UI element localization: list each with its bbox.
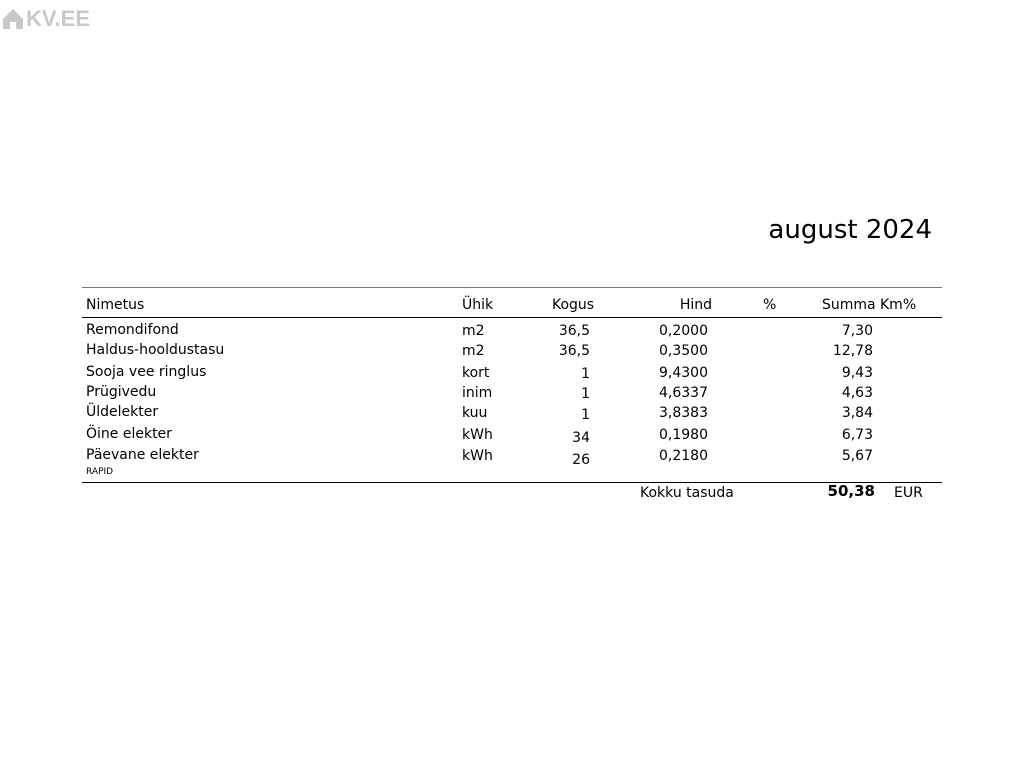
- row-price: 0,3500: [659, 343, 708, 359]
- row-name: Üldelekter: [86, 404, 159, 420]
- header-divider: [82, 317, 942, 318]
- house-icon: [3, 9, 23, 29]
- row-qty: 1: [581, 386, 590, 402]
- row-name: Remondifond: [86, 322, 179, 338]
- row-price: 9,4300: [659, 365, 708, 381]
- row-qty: 26: [572, 452, 590, 468]
- row-price: 4,6337: [659, 385, 708, 401]
- total-currency: EUR: [894, 485, 923, 501]
- row-sum: 6,73: [841, 427, 873, 443]
- row-unit: m2: [462, 323, 485, 339]
- header-price: Hind: [679, 297, 712, 313]
- row-unit: kWh: [462, 448, 493, 464]
- header-pct: %: [763, 297, 777, 313]
- header-unit: Ühik: [462, 297, 494, 313]
- header-name: Nimetus: [86, 297, 145, 313]
- row-unit: inim: [462, 385, 493, 401]
- header-qty: Kogus: [552, 297, 595, 313]
- row-unit: kuu: [462, 405, 488, 421]
- row-price: 0,2180: [659, 448, 708, 464]
- table-bottom-divider: [82, 482, 942, 483]
- row-sum: 9,43: [841, 365, 873, 381]
- row-unit: kort: [462, 365, 490, 381]
- table-top-divider: [82, 287, 942, 288]
- row-qty: 34: [572, 430, 590, 446]
- header-sum: Summa: [822, 297, 876, 313]
- row-qty: 1: [581, 407, 590, 423]
- row-sum: 3,84: [841, 405, 873, 421]
- row-name: Öine elekter: [86, 426, 172, 442]
- row-sum: 5,67: [841, 448, 873, 464]
- row-sum: 7,30: [841, 323, 873, 339]
- kv-ee-logo: KV.EE: [2, 6, 90, 32]
- row-price: 3,8383: [659, 405, 708, 421]
- row-sum: 4,63: [841, 385, 873, 401]
- row-unit: m2: [462, 343, 485, 359]
- row-name: Sooja vee ringlus: [86, 364, 207, 380]
- row-unit: kWh: [462, 427, 493, 443]
- header-vat: Km%: [880, 297, 917, 313]
- row-name: Päevane elekter: [86, 447, 199, 463]
- row-sum: 12,78: [832, 343, 873, 359]
- note-text: RAPID: [86, 467, 114, 477]
- row-qty: 1: [581, 366, 590, 382]
- row-name: Prügivedu: [86, 384, 157, 400]
- row-price: 0,1980: [659, 427, 708, 443]
- row-qty: 36,5: [558, 323, 590, 339]
- row-price: 0,2000: [659, 323, 708, 339]
- logo-text: KV.EE: [26, 6, 91, 31]
- total-value: 50,38: [827, 482, 875, 500]
- row-qty: 36,5: [558, 343, 590, 359]
- row-name: Haldus-hooldustasu: [86, 342, 225, 358]
- period-title: august 2024: [768, 215, 932, 245]
- total-label: Kokku tasuda: [640, 485, 734, 501]
